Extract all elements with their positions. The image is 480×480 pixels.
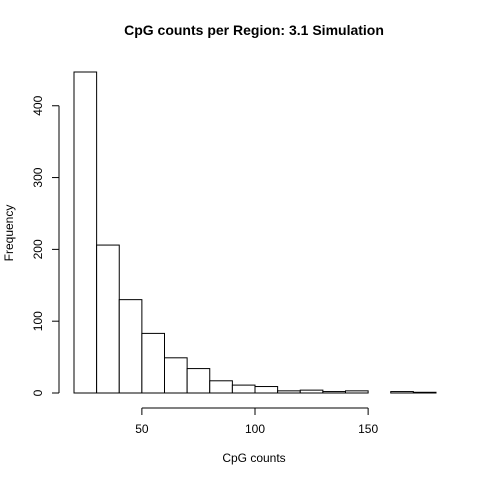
histogram-bar — [277, 390, 301, 394]
histogram-bar — [73, 71, 98, 394]
histogram-bar — [118, 299, 143, 394]
y-axis: 0 100 200 300 400 — [31, 95, 60, 396]
y-tick-label: 400 — [31, 95, 45, 115]
y-tick-label: 200 — [31, 239, 45, 259]
histogram-bar — [390, 391, 414, 394]
histogram-bar — [231, 384, 256, 394]
y-tick-label: 100 — [31, 311, 45, 331]
x-tick-label: 150 — [358, 422, 378, 436]
histogram-bar — [141, 332, 165, 394]
histogram-bar — [164, 357, 188, 394]
x-tick-label: 50 — [135, 422, 149, 436]
histogram-bar — [254, 386, 279, 394]
x-tick-label: 100 — [245, 422, 265, 436]
histogram-bar — [322, 391, 346, 394]
histogram-bar — [186, 368, 211, 394]
histogram-bar — [345, 390, 369, 394]
histogram-bar — [412, 391, 437, 394]
x-axis-label: CpG counts — [222, 451, 285, 465]
histogram-bar — [209, 380, 233, 394]
y-tick-label: 300 — [31, 167, 45, 187]
chart-title: CpG counts per Region: 3.1 Simulation — [124, 22, 384, 38]
histogram-bar — [299, 389, 324, 394]
x-axis: 50 100 150 — [135, 407, 378, 436]
histogram-bars — [73, 71, 437, 394]
y-tick-label: 0 — [31, 389, 45, 396]
histogram-bar — [96, 244, 120, 394]
y-axis-label: Frequency — [2, 205, 16, 262]
